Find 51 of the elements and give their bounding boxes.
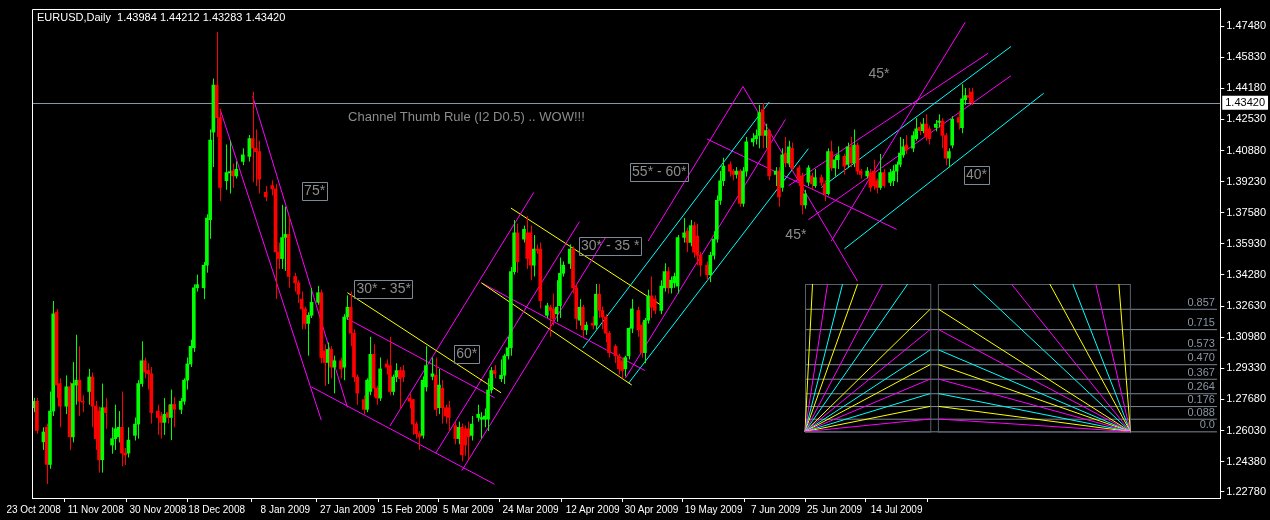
y-tick-label: 1.24380 — [1226, 454, 1266, 467]
y-tick-label: 1.26030 — [1226, 423, 1266, 436]
series-label: 0.715 — [1187, 316, 1215, 329]
y-tick-label: 1.29330 — [1226, 361, 1266, 374]
y-tick-label: 1.45830 — [1226, 50, 1266, 63]
series-label: 0.264 — [1187, 380, 1215, 393]
series-label: 0.857 — [1187, 295, 1215, 308]
x-tick-label: 14 Jul 2009 — [870, 503, 923, 515]
x-tick-label: 19 May 2009 — [684, 503, 743, 515]
series-label: 0.0 — [1199, 418, 1215, 431]
x-tick-label: 25 Jun 2009 — [806, 503, 863, 515]
annotation: 60* — [456, 344, 478, 361]
chart-title: EURUSD,Daily 1.43984 1.44212 1.43283 1.43420 — [37, 11, 286, 24]
annotation: 30* - 35* — [356, 279, 412, 296]
y-tick-label: 1.22780 — [1226, 484, 1266, 497]
x-tick-label: 23 Oct 2008 — [6, 503, 62, 515]
x-tick-label: 27 Jan 2009 — [319, 503, 376, 515]
x-tick-label: 5 Mar 2009 — [443, 503, 495, 515]
y-tick-label: 1.47480 — [1226, 19, 1266, 32]
x-tick-label: 8 Jan 2009 — [260, 503, 311, 515]
x-tick-label: 12 Apr 2009 — [565, 503, 621, 515]
y-tick-label: 1.35930 — [1226, 236, 1266, 249]
y-tick-label: 1.44180 — [1226, 81, 1266, 94]
x-tick-label: 11 Nov 2008 — [67, 503, 125, 515]
x-tick-label: 30 Nov 2008 — [129, 503, 187, 515]
annotation: 30* - 35 * — [580, 236, 640, 253]
y-tick-label: 1.27680 — [1226, 392, 1266, 405]
annotation: Channel Thumb Rule (I2 D0.5) .. WOW!!! — [348, 109, 585, 125]
annotation: 75* — [304, 181, 326, 198]
annotation: 45* — [785, 226, 807, 243]
annotation: 45* — [868, 64, 891, 81]
annotation: 55* - 60* — [632, 162, 688, 179]
x-tick-label: 30 Apr 2009 — [624, 503, 679, 515]
y-tick-label: 1.30980 — [1226, 330, 1266, 343]
series-label: 0.573 — [1187, 336, 1215, 349]
ref-line-label: 1.43420 — [1225, 95, 1265, 108]
y-tick-label: 1.40880 — [1226, 143, 1266, 156]
x-tick-label: 18 Dec 2008 — [188, 503, 246, 515]
x-tick-label: 24 Mar 2009 — [502, 503, 560, 515]
series-label: 0.470 — [1187, 351, 1215, 364]
y-tick-label: 1.42530 — [1226, 112, 1266, 125]
series-label: 0.367 — [1187, 365, 1215, 378]
x-tick-label: 7 Jun 2009 — [750, 503, 801, 515]
y-tick-label: 1.32630 — [1226, 299, 1266, 312]
y-tick-label: 1.39230 — [1226, 174, 1266, 187]
annotation: 40* — [965, 165, 988, 182]
series-label: 0.088 — [1187, 405, 1215, 418]
y-tick-label: 1.34280 — [1226, 268, 1266, 281]
x-tick-label: 15 Feb 2009 — [381, 503, 439, 515]
y-tick-label: 1.37580 — [1226, 205, 1266, 218]
series-label: 0.176 — [1187, 393, 1215, 406]
